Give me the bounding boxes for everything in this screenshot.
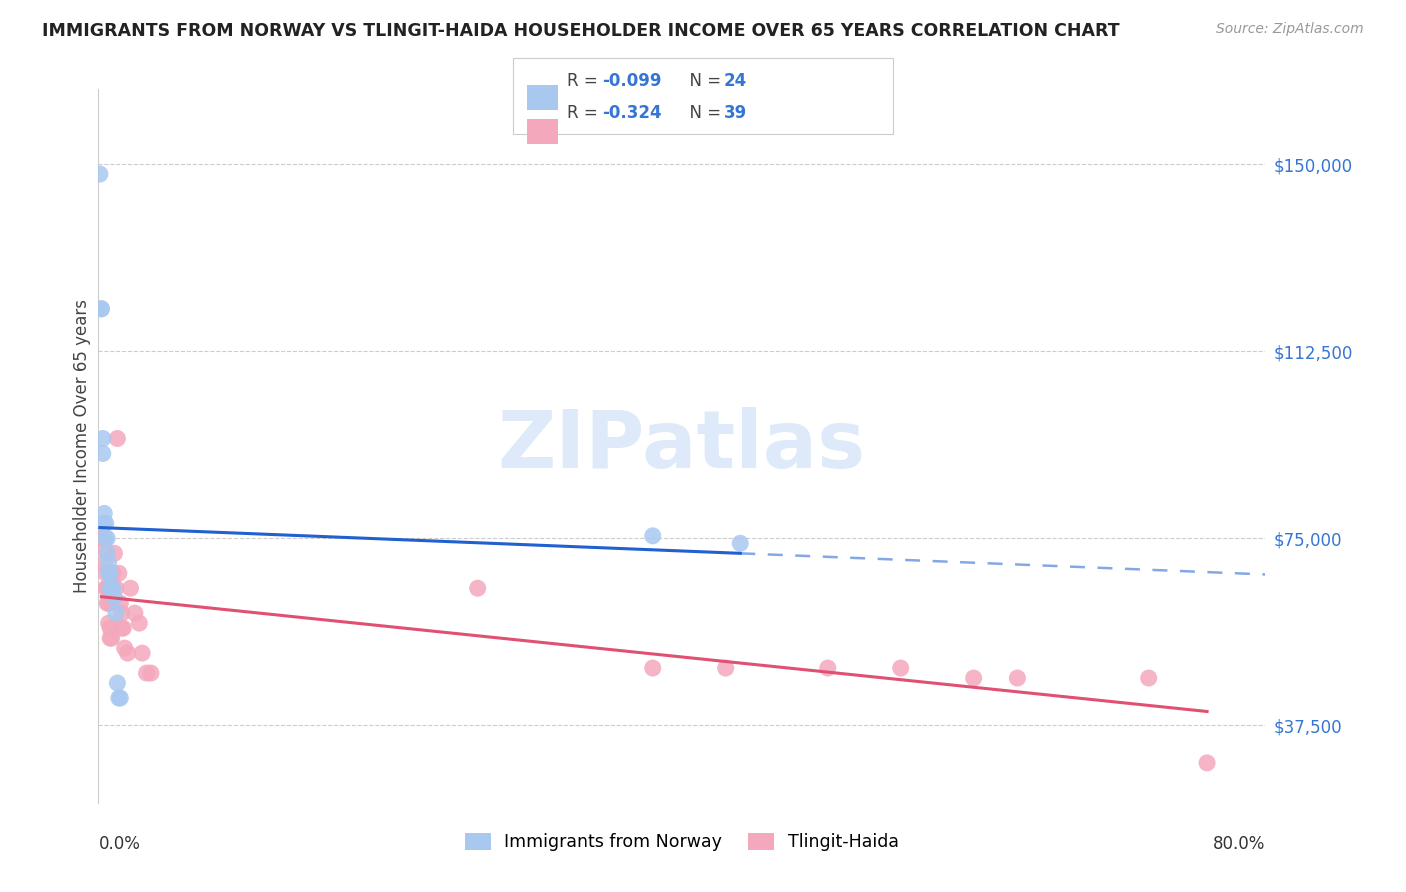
Point bbox=[111, 621, 134, 635]
Text: N =: N = bbox=[679, 103, 727, 121]
Point bbox=[467, 581, 489, 595]
Point bbox=[90, 301, 112, 316]
Point bbox=[91, 432, 114, 446]
Point bbox=[124, 606, 146, 620]
Point bbox=[97, 556, 120, 570]
Point bbox=[93, 507, 115, 521]
Point bbox=[93, 516, 115, 531]
Point bbox=[97, 566, 120, 581]
Point bbox=[93, 541, 115, 556]
Point bbox=[105, 676, 128, 690]
Text: ZIPatlas: ZIPatlas bbox=[498, 407, 866, 485]
Point bbox=[714, 661, 737, 675]
Point bbox=[112, 621, 135, 635]
Point bbox=[962, 671, 984, 685]
Text: 24: 24 bbox=[724, 71, 748, 90]
Point bbox=[101, 566, 124, 581]
Point bbox=[890, 661, 912, 675]
Point bbox=[94, 581, 117, 595]
Point bbox=[98, 621, 121, 635]
Point bbox=[98, 581, 121, 595]
Point bbox=[94, 566, 117, 581]
Point bbox=[104, 581, 127, 595]
Point bbox=[103, 591, 125, 606]
Point bbox=[108, 691, 131, 706]
Point bbox=[105, 432, 128, 446]
Text: 39: 39 bbox=[724, 103, 748, 121]
Point bbox=[96, 546, 118, 560]
Point bbox=[97, 616, 120, 631]
Text: R =: R = bbox=[567, 103, 603, 121]
Text: IMMIGRANTS FROM NORWAY VS TLINGIT-HAIDA HOUSEHOLDER INCOME OVER 65 YEARS CORRELA: IMMIGRANTS FROM NORWAY VS TLINGIT-HAIDA … bbox=[42, 22, 1119, 40]
Point bbox=[817, 661, 839, 675]
Point bbox=[100, 581, 122, 595]
Point bbox=[89, 167, 111, 181]
Point bbox=[96, 531, 118, 545]
Text: 80.0%: 80.0% bbox=[1213, 835, 1265, 853]
Text: R =: R = bbox=[567, 71, 603, 90]
Legend: Immigrants from Norway, Tlingit-Haida: Immigrants from Norway, Tlingit-Haida bbox=[457, 826, 907, 858]
Point bbox=[94, 531, 117, 545]
Point bbox=[90, 531, 112, 545]
Point bbox=[135, 666, 157, 681]
Text: -0.099: -0.099 bbox=[602, 71, 661, 90]
Point bbox=[90, 301, 112, 316]
Point bbox=[96, 596, 118, 610]
Point bbox=[111, 606, 134, 620]
Point bbox=[139, 666, 162, 681]
Point bbox=[117, 646, 139, 660]
Point bbox=[94, 516, 117, 531]
Text: Source: ZipAtlas.com: Source: ZipAtlas.com bbox=[1216, 22, 1364, 37]
Point bbox=[103, 546, 125, 560]
Point bbox=[110, 596, 132, 610]
Point bbox=[641, 661, 664, 675]
Point bbox=[120, 581, 142, 595]
Text: -0.324: -0.324 bbox=[602, 103, 661, 121]
Point bbox=[101, 581, 124, 595]
Point bbox=[1007, 671, 1029, 685]
Point bbox=[91, 531, 114, 545]
Point bbox=[98, 631, 121, 645]
Point bbox=[100, 631, 122, 645]
Point bbox=[1137, 671, 1160, 685]
Point bbox=[97, 596, 120, 610]
Point bbox=[114, 641, 136, 656]
Point bbox=[108, 566, 131, 581]
Text: 0.0%: 0.0% bbox=[98, 835, 141, 853]
Point bbox=[104, 606, 127, 620]
Point bbox=[128, 616, 150, 631]
Point bbox=[98, 566, 121, 581]
Point bbox=[131, 646, 153, 660]
Point bbox=[1195, 756, 1218, 770]
Text: N =: N = bbox=[679, 71, 727, 90]
Point bbox=[91, 446, 114, 460]
Point bbox=[110, 691, 132, 706]
Point bbox=[730, 536, 752, 550]
Y-axis label: Householder Income Over 65 years: Householder Income Over 65 years bbox=[73, 299, 91, 593]
Point bbox=[641, 529, 664, 543]
Point bbox=[96, 581, 118, 595]
Point bbox=[93, 556, 115, 570]
